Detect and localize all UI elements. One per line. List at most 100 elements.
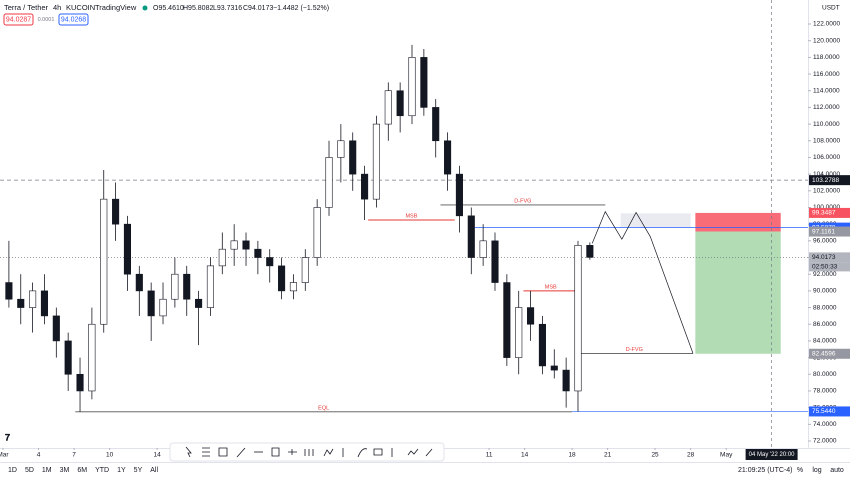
annotation-label: MSB bbox=[545, 284, 557, 290]
y-tick-label: 116.0000 bbox=[813, 71, 840, 78]
y-tick-label: 80.0000 bbox=[813, 371, 837, 378]
candle-body bbox=[52, 315, 60, 342]
candle-body bbox=[112, 198, 120, 225]
scale-button[interactable]: auto bbox=[830, 467, 844, 474]
candle-body bbox=[40, 290, 49, 317]
y-tick-label: 112.0000 bbox=[813, 104, 840, 111]
annotation-label: D-FVG bbox=[514, 198, 531, 204]
tool-path[interactable] bbox=[407, 448, 419, 456]
candle-body bbox=[76, 373, 84, 392]
candle-body bbox=[420, 57, 428, 108]
stop-zone bbox=[695, 212, 781, 232]
time-marker-label: 04 May '22 20:00 bbox=[749, 452, 796, 458]
price-label: 97.1161 bbox=[812, 228, 835, 235]
candle-body bbox=[278, 265, 286, 292]
countdown-bg bbox=[809, 262, 850, 272]
candle-body bbox=[361, 173, 369, 200]
price-label: 75.5440 bbox=[812, 408, 836, 415]
candle-body bbox=[538, 323, 546, 367]
header: Terra / Tether 4h KUCOIN TradingView O95… bbox=[3, 3, 840, 26]
x-tick-label: 28 bbox=[687, 452, 695, 459]
buy-badge[interactable] bbox=[58, 13, 89, 26]
candle-body bbox=[337, 140, 345, 158]
candle-body bbox=[64, 340, 72, 375]
range-button[interactable]: All bbox=[150, 467, 158, 474]
logo: 𝟕 bbox=[5, 432, 10, 442]
range-button[interactable]: 5Y bbox=[134, 467, 143, 474]
candle-body bbox=[408, 57, 416, 117]
candle-body bbox=[242, 240, 250, 250]
candle-body bbox=[100, 198, 108, 325]
tool-cursor[interactable] bbox=[185, 446, 192, 458]
fvg-zone bbox=[620, 213, 691, 228]
candle-body bbox=[432, 107, 440, 142]
candle-body bbox=[147, 290, 155, 317]
candle-body bbox=[325, 157, 333, 208]
candle-body bbox=[467, 215, 475, 258]
tool-fib[interactable] bbox=[304, 449, 314, 456]
range-button[interactable]: 3M bbox=[60, 467, 70, 474]
candle-body bbox=[301, 257, 309, 283]
y-tick-label: 114.0000 bbox=[813, 87, 840, 94]
x-tick-label: 4 bbox=[37, 452, 41, 459]
plot: D-FVG MSB MSB D-FVG EQL bbox=[0, 0, 808, 448]
currency[interactable]: USDT bbox=[822, 5, 840, 12]
toolbar-bg bbox=[169, 442, 445, 462]
candle-body bbox=[372, 123, 380, 200]
x-tick-label: 14 bbox=[521, 452, 529, 459]
y-tick-label: 110.0000 bbox=[813, 121, 840, 128]
range-button[interactable]: 1D bbox=[8, 467, 17, 474]
tool-trend[interactable] bbox=[236, 447, 246, 458]
target-zone bbox=[695, 231, 781, 354]
candle-body bbox=[5, 282, 13, 300]
y-tick-label: 86.0000 bbox=[813, 321, 837, 328]
ohlc-open: O95.4610 bbox=[153, 5, 184, 12]
interval: 4h bbox=[53, 3, 61, 12]
projection-path bbox=[591, 210, 694, 354]
candle-body bbox=[135, 273, 143, 292]
tool-pattern[interactable] bbox=[323, 448, 334, 457]
ohlc-change: −1.4482 (−1.52%) bbox=[273, 5, 329, 12]
x-tick-label: 11 bbox=[486, 452, 493, 459]
x-tick-label: 10 bbox=[106, 452, 114, 459]
y-tick-label: 120.0000 bbox=[813, 37, 840, 44]
buy-price: 94.0268 bbox=[61, 16, 86, 23]
scale-button[interactable]: % bbox=[797, 467, 803, 474]
candle-body bbox=[29, 290, 37, 308]
tool-rect[interactable] bbox=[271, 447, 280, 457]
candle-body bbox=[183, 273, 191, 300]
candle-body bbox=[349, 140, 357, 175]
tool-cross[interactable] bbox=[288, 449, 297, 455]
candle-body bbox=[455, 173, 463, 217]
y-tick-label: 104.0000 bbox=[813, 171, 840, 178]
candle-body bbox=[171, 273, 179, 300]
range-button[interactable]: YTD bbox=[95, 467, 109, 474]
range-button[interactable]: 1M bbox=[42, 467, 52, 474]
tool-box[interactable] bbox=[218, 447, 228, 457]
scale-button[interactable]: log bbox=[812, 467, 821, 474]
price-label: 82.4596 bbox=[812, 350, 836, 357]
tool-brush[interactable] bbox=[357, 448, 368, 458]
tool-pen[interactable] bbox=[425, 448, 433, 457]
candle-body bbox=[550, 365, 558, 371]
x-tick-label: Mar bbox=[0, 452, 9, 459]
y-tick-label: 78.0000 bbox=[813, 388, 837, 395]
status-dot bbox=[142, 5, 148, 11]
candle-body bbox=[503, 282, 511, 358]
y-tick-label: 102.0000 bbox=[813, 188, 840, 195]
sell-price: 94.0287 bbox=[6, 16, 31, 23]
sell-badge[interactable] bbox=[3, 13, 34, 26]
range-button[interactable]: 5D bbox=[25, 467, 34, 474]
y-tick-label: 72.0000 bbox=[813, 438, 837, 445]
candle-body bbox=[313, 207, 321, 258]
x-tick-label: 18 bbox=[568, 452, 576, 459]
tool-note[interactable] bbox=[373, 448, 383, 456]
tool-lines[interactable] bbox=[202, 447, 210, 457]
range-button[interactable]: 6M bbox=[77, 467, 87, 474]
y-tick-label: 92.0000 bbox=[813, 271, 837, 278]
candle-body bbox=[159, 298, 167, 317]
ohlc-close: C94.0173 bbox=[243, 5, 273, 12]
range-button[interactable]: 1Y bbox=[117, 467, 126, 474]
